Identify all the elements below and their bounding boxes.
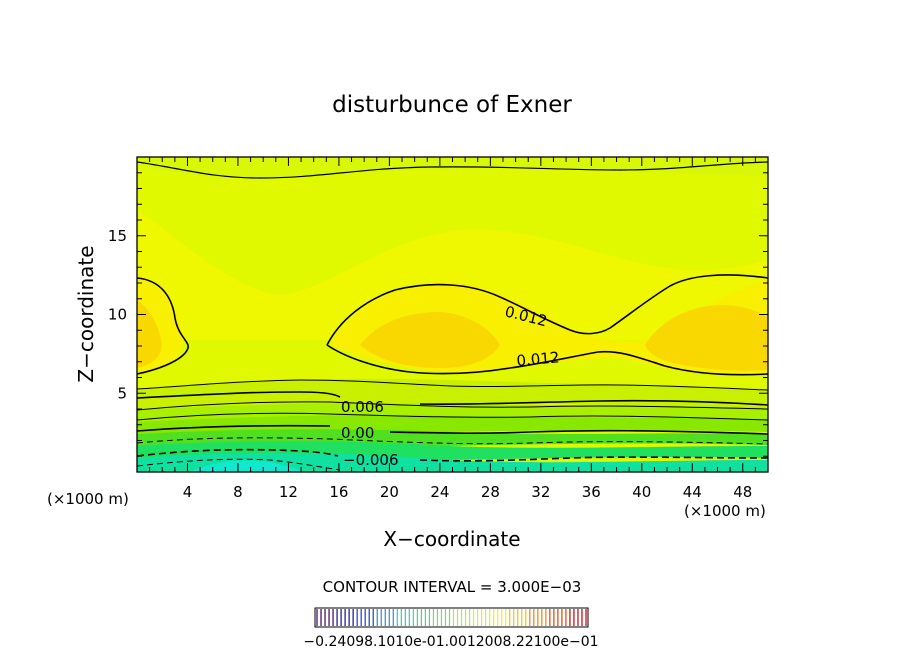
contour-0006 bbox=[137, 391, 768, 406]
x-tick-label: 28 bbox=[481, 483, 500, 501]
plot-area: 0.012 0.012 0.006 0.00 −0.006 bbox=[137, 157, 768, 472]
x-tick-label: 12 bbox=[279, 483, 298, 501]
x-tick-label: 20 bbox=[380, 483, 399, 501]
x-tick-label: 36 bbox=[582, 483, 601, 501]
colorbar-labels: −0.24098.1010e-01.0012008.22100e−01 bbox=[303, 634, 598, 650]
contour-0012-main bbox=[326, 274, 768, 346]
x-tick-label: 48 bbox=[733, 483, 752, 501]
x-unit-right: (×1000 m) bbox=[684, 502, 766, 520]
y-axis: 5 10 15 bbox=[108, 172, 768, 457]
fill-orange-core-right bbox=[645, 305, 768, 371]
x-tick-label: 4 bbox=[183, 483, 193, 501]
contour-000 bbox=[137, 424, 768, 435]
contour-2 bbox=[137, 401, 768, 411]
x-unit-left: (×1000 m) bbox=[47, 490, 129, 508]
contour-neg2 bbox=[137, 458, 341, 471]
contour-label: 0.00 bbox=[341, 424, 374, 442]
y-axis-label: Z−coordinate bbox=[74, 245, 98, 382]
y-tick-label: 10 bbox=[108, 306, 127, 324]
fill-band-mid bbox=[137, 210, 768, 340]
contour-label: −0.006 bbox=[343, 451, 399, 469]
fill-orange-core-center bbox=[360, 312, 500, 368]
fill-band-top bbox=[137, 157, 768, 178]
x-tick-label: 24 bbox=[430, 483, 449, 501]
x-axis: 4 8 12 16 20 24 28 32 36 40 44 48 bbox=[149, 157, 756, 501]
contour-top bbox=[137, 161, 768, 179]
x-tick-label: 44 bbox=[683, 483, 702, 501]
x-tick-label: 16 bbox=[329, 483, 348, 501]
contour-1 bbox=[137, 379, 768, 391]
x-tick-label: 32 bbox=[531, 483, 550, 501]
colorbar bbox=[316, 609, 587, 626]
contour-0012-left bbox=[137, 277, 189, 375]
fill-orange-core-left bbox=[137, 300, 162, 368]
colorbar-frame bbox=[314, 607, 589, 628]
contour-label: 0.012 bbox=[516, 348, 560, 370]
y-tick-label: 15 bbox=[108, 227, 127, 245]
y-tick-label: 5 bbox=[117, 384, 127, 402]
contour-neg1 bbox=[137, 437, 768, 445]
x-tick-label: 8 bbox=[233, 483, 243, 501]
x-tick-label: 40 bbox=[632, 483, 651, 501]
contour-label: 0.006 bbox=[341, 398, 384, 416]
fill-band-6 bbox=[137, 452, 768, 472]
contour-0012-lower bbox=[326, 344, 768, 376]
contour-interval-label: CONTOUR INTERVAL = 3.000E−03 bbox=[323, 578, 582, 596]
x-axis-label: X−coordinate bbox=[383, 527, 520, 551]
contour-3 bbox=[137, 412, 768, 421]
chart-title: disturbunce of Exner bbox=[332, 92, 572, 118]
contour-neg0006 bbox=[137, 448, 768, 462]
